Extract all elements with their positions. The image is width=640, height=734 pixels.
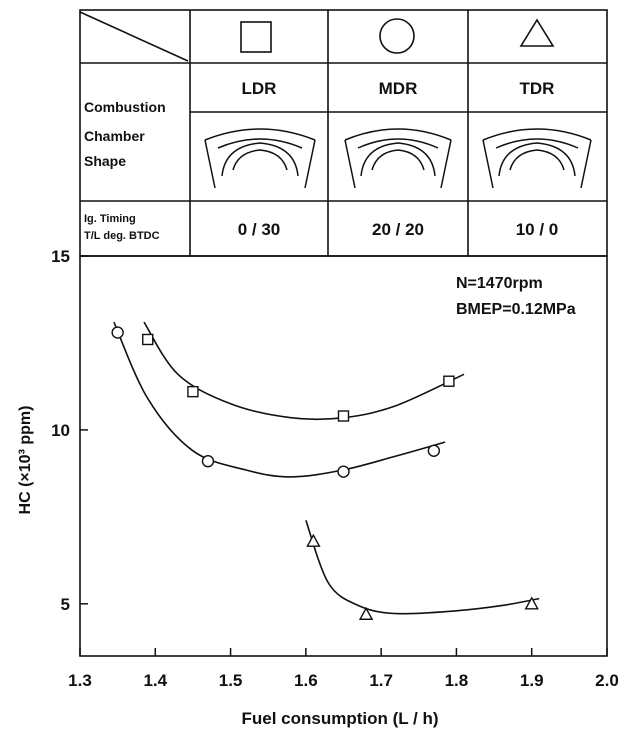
data-point-ldr [443,375,455,387]
row-label-chamber: Chamber [84,128,145,144]
circle-icon [379,18,415,54]
ldr-chamber-shape-sketch [204,128,316,189]
condition-speed: N=1470rpm [456,275,543,292]
data-markers [111,326,539,620]
ig-timing-tdr: 10 / 0 [516,220,559,239]
x-tick-label: 1.6 [294,671,318,690]
row-label-combustion: Combustion [84,99,166,115]
ig-timing-mdr: 20 / 20 [372,220,424,239]
plot-frame [79,255,608,657]
data-point-tdr [306,533,321,547]
triangle-icon [519,18,555,47]
x-tick-label: 1.4 [143,671,167,690]
data-point-mdr [337,465,350,478]
column-name-tdr: TDR [520,79,555,98]
table-diagonal-line [79,11,189,62]
x-tick-label: 1.7 [369,671,393,690]
data-point-ldr [142,333,154,346]
y-tick-label: 5 [61,595,70,614]
condition-load: BMEP=0.12MPa [456,301,576,318]
ig-timing-ldr: 0 / 30 [238,220,281,239]
column-name-ldr: LDR [242,79,277,98]
x-tick-label: 1.5 [219,671,243,690]
square-icon [240,21,272,53]
y-axis: 5 10 15 [51,247,88,614]
x-tick-label: 2.0 [595,671,619,690]
x-axis: 1.3 1.4 1.5 1.6 1.7 1.8 1.9 2.0 [68,648,619,690]
row-label-ig-timing: Ig. Timing [84,213,136,225]
fit-curve-ldr [143,321,465,421]
y-axis-label: HC (×10³ ppm) [17,406,34,515]
x-tick-label: 1.8 [445,671,469,690]
fit-curve-tdr [305,520,540,615]
y-tick-label: 10 [51,421,70,440]
data-point-mdr [201,455,215,468]
data-point-mdr [427,444,441,457]
mdr-chamber-shape-sketch [344,128,452,189]
data-point-mdr [111,326,124,339]
y-tick-label: 15 [51,247,70,266]
x-tick-label: 1.9 [520,671,544,690]
data-point-tdr [358,606,374,620]
x-axis-label: Fuel consumption (L / h) [241,709,438,728]
fit-curves [113,321,540,615]
fit-curve-mdr [113,321,446,478]
data-point-ldr [337,410,350,422]
x-tick-label: 1.3 [68,671,92,690]
row-label-tl-deg-btdc: T/L deg. BTDC [84,230,160,242]
row-label-shape: Shape [84,153,126,169]
tdr-chamber-shape-sketch [482,128,592,189]
data-point-ldr [187,385,199,398]
data-point-tdr [524,596,539,610]
column-name-mdr: MDR [379,79,418,98]
